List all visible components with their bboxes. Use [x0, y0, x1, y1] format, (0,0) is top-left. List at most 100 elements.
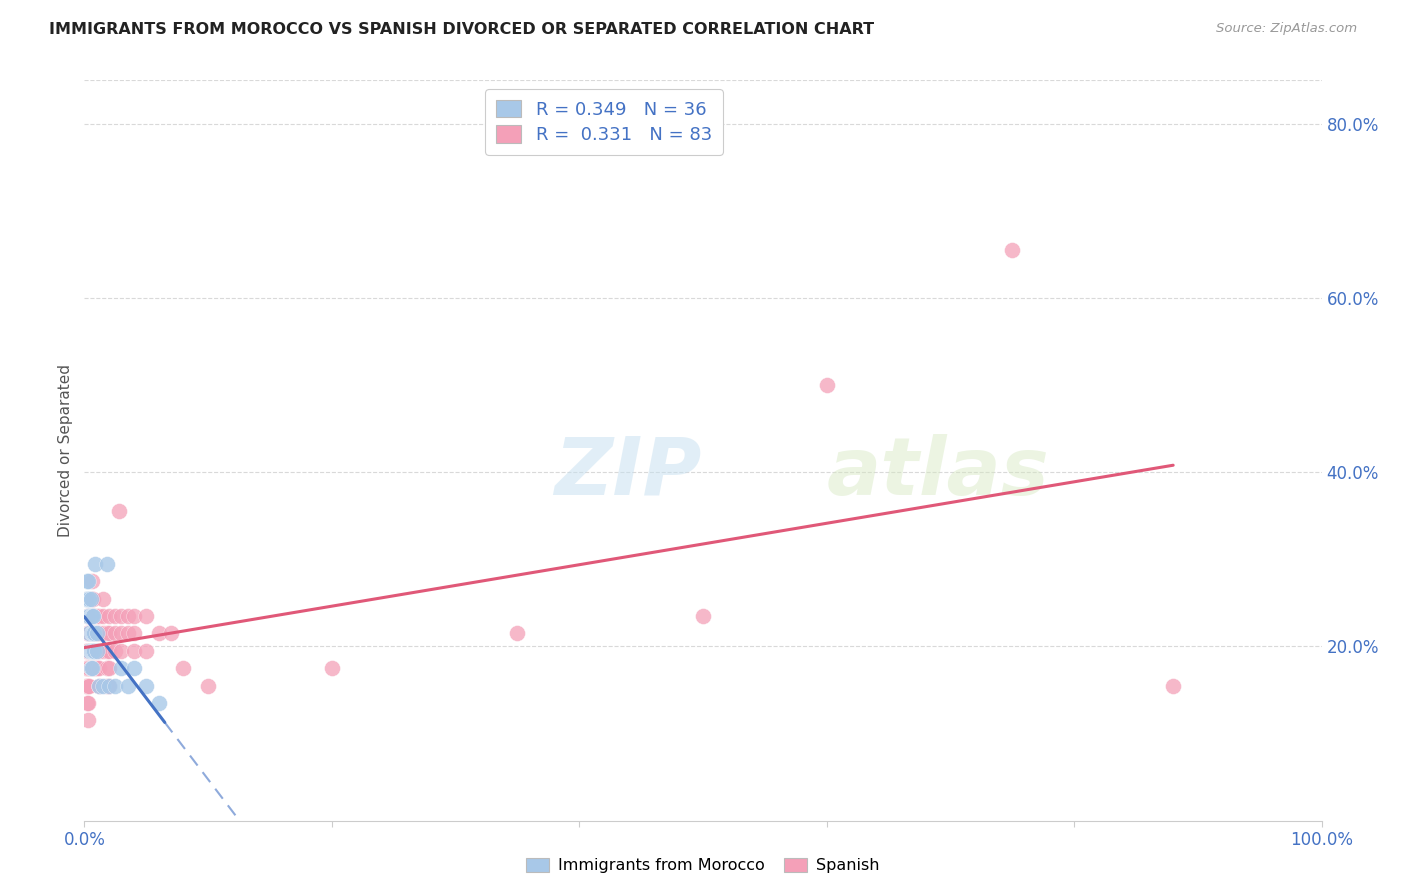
Point [108, 504, 131, 518]
Point [98, 609, 121, 624]
Point [148, 626, 170, 640]
Point [76, 609, 98, 624]
Point [79, 661, 101, 675]
Text: atlas: atlas [827, 434, 1049, 512]
Point [110, 609, 132, 624]
Point [122, 626, 145, 640]
Point [79, 591, 101, 606]
Point [76, 574, 98, 588]
Point [80, 626, 103, 640]
Point [79, 661, 101, 675]
Point [815, 378, 838, 392]
Point [321, 661, 343, 675]
Point [76, 661, 98, 675]
Point [83, 644, 105, 658]
Point [76, 696, 98, 710]
Point [77, 714, 100, 728]
Point [82, 626, 104, 640]
Point [79, 626, 101, 640]
Point [89, 679, 111, 693]
Point [104, 644, 127, 658]
Point [77, 609, 100, 624]
Point [96, 557, 118, 571]
Point [110, 644, 132, 658]
Point [91, 679, 114, 693]
Point [77, 644, 100, 658]
Point [104, 626, 127, 640]
Point [77, 609, 100, 624]
Point [83, 626, 105, 640]
Point [76, 626, 98, 640]
Point [80, 661, 103, 675]
Point [135, 609, 157, 624]
Point [80, 591, 103, 606]
Point [98, 679, 121, 693]
Point [79, 609, 101, 624]
Point [79, 591, 101, 606]
Point [172, 661, 194, 675]
Point [96, 626, 118, 640]
Point [76, 679, 98, 693]
Point [86, 626, 108, 640]
Text: Source: ZipAtlas.com: Source: ZipAtlas.com [1216, 22, 1357, 36]
Point [80, 626, 103, 640]
Point [86, 644, 108, 658]
Point [91, 626, 114, 640]
Point [160, 626, 183, 640]
Point [89, 609, 111, 624]
Point [135, 644, 157, 658]
Point [86, 626, 108, 640]
Point [110, 661, 132, 675]
Point [122, 661, 145, 675]
Point [80, 644, 103, 658]
Point [77, 591, 100, 606]
Point [98, 679, 121, 693]
Point [77, 661, 100, 675]
Point [84, 661, 107, 675]
Point [77, 626, 100, 640]
Point [84, 626, 107, 640]
Point [75, 661, 97, 675]
Point [80, 574, 103, 588]
Point [1161, 679, 1184, 693]
Point [75, 591, 97, 606]
Point [79, 644, 101, 658]
Point [80, 644, 103, 658]
Point [79, 609, 101, 624]
Point [75, 679, 97, 693]
Point [75, 644, 97, 658]
Point [98, 661, 121, 675]
Point [79, 626, 101, 640]
Point [82, 644, 104, 658]
Text: IMMIGRANTS FROM MOROCCO VS SPANISH DIVORCED OR SEPARATED CORRELATION CHART: IMMIGRANTS FROM MOROCCO VS SPANISH DIVOR… [49, 22, 875, 37]
Point [91, 591, 114, 606]
Point [79, 644, 101, 658]
Point [98, 644, 121, 658]
Point [80, 609, 103, 624]
Point [79, 609, 101, 624]
Point [82, 626, 104, 640]
Point [82, 609, 104, 624]
Point [89, 644, 111, 658]
Point [506, 626, 529, 640]
Point [79, 626, 101, 640]
Point [82, 644, 104, 658]
Point [76, 644, 98, 658]
Point [91, 609, 114, 624]
Point [84, 644, 107, 658]
Point [117, 609, 139, 624]
Legend: Immigrants from Morocco, Spanish: Immigrants from Morocco, Spanish [520, 851, 886, 880]
Point [1001, 243, 1024, 257]
Point [122, 609, 145, 624]
Point [79, 644, 101, 658]
Point [82, 591, 104, 606]
Point [104, 609, 127, 624]
Legend: R = 0.349   N = 36, R =  0.331   N = 83: R = 0.349 N = 36, R = 0.331 N = 83 [485, 89, 723, 155]
Point [89, 679, 111, 693]
Point [117, 626, 139, 640]
Point [96, 679, 118, 693]
Point [82, 661, 104, 675]
Point [96, 661, 118, 675]
Point [79, 679, 101, 693]
Point [77, 679, 100, 693]
